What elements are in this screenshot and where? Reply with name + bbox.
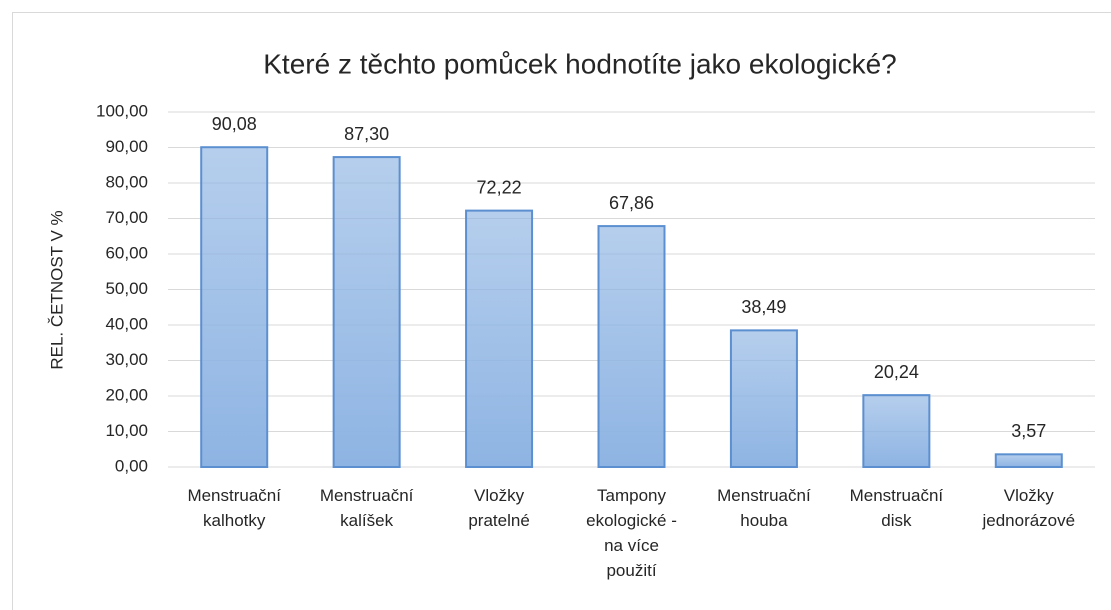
x-tick-label-line: Menstruační	[187, 486, 281, 505]
y-tick-label: 60,00	[105, 243, 148, 262]
y-tick-label: 20,00	[105, 385, 148, 404]
bar	[332, 156, 401, 469]
x-tick-label-line: Menstruační	[320, 486, 414, 505]
x-tick-label: Vložky pratelné	[468, 486, 529, 530]
bar	[597, 225, 666, 468]
y-tick-label: 50,00	[105, 279, 148, 298]
bar	[200, 146, 269, 468]
value-label: 3,57	[1011, 421, 1046, 441]
y-tick-label: 10,00	[105, 421, 148, 440]
y-tick-label: 30,00	[105, 350, 148, 369]
y-tick-label: 70,00	[105, 208, 148, 227]
value-label: 87,30	[344, 124, 389, 144]
chart-border	[12, 12, 1111, 610]
x-tick-label-line: ekologické -	[586, 511, 677, 530]
y-axis-label: REL. ČETNOST V %	[47, 210, 66, 369]
x-tick-label-line: kalíšek	[340, 511, 393, 530]
x-tick-label-line: disk	[881, 511, 912, 530]
value-label: 38,49	[741, 297, 786, 317]
value-label: 90,08	[212, 114, 257, 134]
x-tick-label-line: na více	[604, 536, 659, 555]
bar	[994, 453, 1063, 469]
bar	[465, 209, 534, 469]
x-tick-label-line: Menstruační	[717, 486, 811, 505]
x-tick-label: Tampony ekologické - na více použití	[586, 486, 677, 580]
x-tick-label-line: pratelné	[468, 511, 529, 530]
bar	[862, 394, 931, 469]
x-tick-label: Menstruační kalíšek	[320, 486, 414, 530]
y-tick-label: 0,00	[115, 456, 148, 475]
value-label: 20,24	[874, 362, 919, 382]
y-tick-label: 40,00	[105, 314, 148, 333]
chart-title: Které z těchto pomůcek hodnotíte jako ek…	[263, 48, 897, 79]
x-tick-label: Vložky jednorázové	[981, 486, 1075, 530]
bar	[729, 329, 798, 468]
x-tick-label-line: kalhotky	[203, 511, 266, 530]
x-tick-label-line: použití	[606, 561, 656, 580]
x-tick-label-line: Vložky	[474, 486, 525, 505]
value-label: 67,86	[609, 193, 654, 213]
x-tick-label: Menstruační disk	[850, 486, 944, 530]
x-tick-label-line: Tampony	[597, 486, 666, 505]
x-tick-label-line: Vložky	[1004, 486, 1055, 505]
x-tick-label: Menstruační houba	[717, 486, 811, 530]
y-tick-label: 80,00	[105, 172, 148, 191]
value-label: 72,22	[477, 177, 522, 197]
x-tick-label: Menstruační kalhotky	[187, 486, 281, 530]
x-tick-label-line: Menstruační	[850, 486, 944, 505]
x-tick-label-line: jednorázové	[981, 511, 1075, 530]
y-tick-label: 100,00	[96, 101, 148, 120]
y-tick-label: 90,00	[105, 137, 148, 156]
x-tick-label-line: houba	[740, 511, 788, 530]
